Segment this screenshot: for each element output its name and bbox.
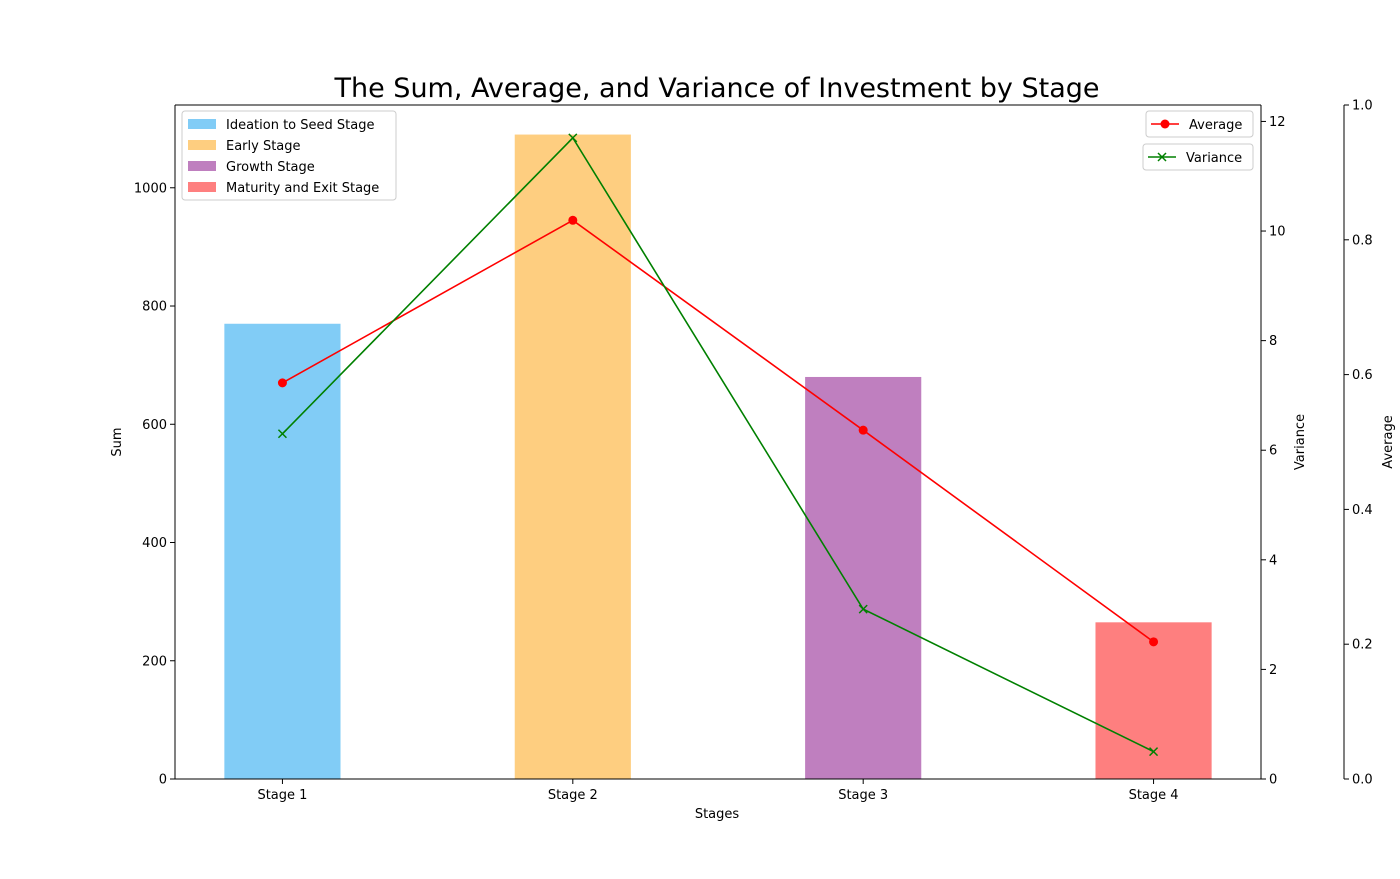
average-marker-3 bbox=[858, 425, 868, 435]
bar-legend-swatch-1 bbox=[188, 119, 216, 129]
y-tick-label-2: 200 bbox=[142, 654, 167, 669]
y3-tick-label-3: 0.4 bbox=[1352, 503, 1373, 518]
variance-marker-3 bbox=[858, 604, 868, 614]
bar-1 bbox=[224, 323, 341, 779]
y-tick-label-3: 400 bbox=[142, 536, 167, 551]
bar-legend-label-1: Ideation to Seed Stage bbox=[226, 118, 374, 133]
y2-tick-label-5: 8 bbox=[1269, 334, 1277, 349]
y2-tick-label-1: 0 bbox=[1269, 773, 1277, 788]
y3-tick-label-4: 0.6 bbox=[1352, 368, 1373, 383]
bar-legend-swatch-4 bbox=[188, 182, 216, 192]
y2-axis-label: Variance bbox=[1293, 414, 1308, 470]
x-tick-label-1: Stage 1 bbox=[257, 788, 307, 803]
bar-3 bbox=[805, 376, 922, 779]
axes-layer: Stage 1 Stage 2 Stage 3 Stage 4020040060080… bbox=[134, 99, 1373, 804]
x-axis-label: Stages bbox=[695, 807, 740, 822]
bar-4 bbox=[1095, 622, 1212, 779]
bar-legend-label-3: Growth Stage bbox=[226, 160, 315, 175]
variance-marker-2 bbox=[568, 133, 578, 143]
legend-layer: Ideation to Seed Stage Early Stage Growth … bbox=[181, 110, 1254, 201]
y3-tick-label-1: 0.0 bbox=[1352, 773, 1373, 788]
y-axis-label: Sum bbox=[110, 427, 125, 456]
y3-axis-label: Average bbox=[1381, 415, 1396, 468]
bar-legend-label-4: Maturity and Exit Stage bbox=[226, 181, 379, 196]
y2-tick-label-6: 10 bbox=[1269, 225, 1286, 240]
bar-legend-swatch-2 bbox=[188, 140, 216, 150]
y3-tick-label-5: 0.8 bbox=[1352, 233, 1373, 248]
y3-tick-label-2: 0.2 bbox=[1352, 638, 1373, 653]
y2-tick-label-4: 6 bbox=[1269, 444, 1277, 459]
average-legend-label: Average bbox=[1189, 118, 1242, 133]
average-marker-2 bbox=[568, 215, 578, 225]
y2-tick-label-7: 12 bbox=[1269, 115, 1286, 130]
lines-layer bbox=[277, 133, 1159, 757]
y-tick-label-5: 800 bbox=[142, 300, 167, 315]
chart-title: The Sum, Average, and Variance of Invest… bbox=[334, 73, 1100, 104]
average-legend-marker bbox=[1160, 119, 1170, 129]
bar-legend-swatch-3 bbox=[188, 161, 216, 171]
average-legend-box bbox=[1145, 110, 1254, 138]
average-marker-1 bbox=[277, 378, 287, 388]
bar-legend-box bbox=[181, 110, 397, 201]
y-tick-label-1: 0 bbox=[159, 773, 167, 788]
y-tick-label-4: 600 bbox=[142, 418, 167, 433]
variance-legend-box bbox=[1142, 143, 1254, 171]
variance-legend-label: Variance bbox=[1186, 151, 1242, 166]
bar-legend-label-2: Early Stage bbox=[226, 139, 301, 154]
average-marker-4 bbox=[1149, 637, 1159, 647]
x-tick-label-3: Stage 3 bbox=[838, 788, 888, 803]
variance-marker-4 bbox=[1149, 747, 1159, 757]
variance-line bbox=[281, 136, 1154, 753]
average-line bbox=[282, 219, 1155, 643]
x-tick-label-2: Stage 2 bbox=[548, 788, 598, 803]
variance-marker-1 bbox=[277, 429, 287, 439]
y-tick-label-6: 1000 bbox=[134, 181, 167, 196]
bars-layer bbox=[224, 134, 1212, 779]
x-tick-label-4: Stage 4 bbox=[1129, 788, 1179, 803]
y2-tick-label-2: 2 bbox=[1269, 663, 1277, 678]
variance-legend-marker bbox=[1157, 152, 1167, 162]
y2-tick-label-3: 4 bbox=[1269, 553, 1277, 568]
bar-2 bbox=[514, 134, 631, 779]
y3-tick-label-6: 1.0 bbox=[1352, 99, 1373, 114]
